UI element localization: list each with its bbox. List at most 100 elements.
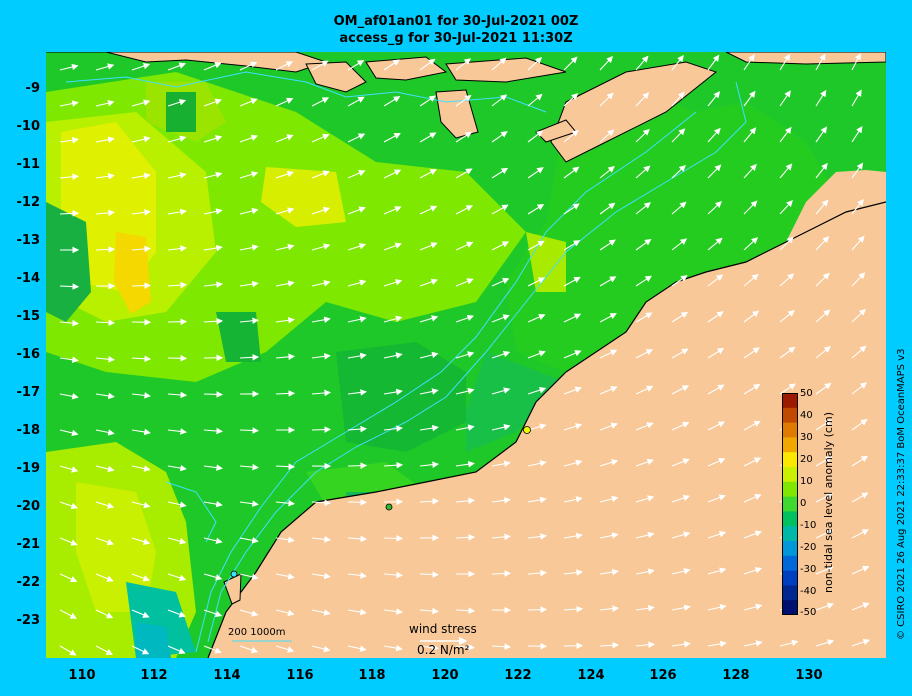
wind-arrow — [851, 492, 869, 503]
wind-arrow — [599, 641, 620, 649]
wind-arrow — [671, 494, 691, 503]
wind-arrow — [347, 60, 365, 71]
isobath-legend-label: 200 1000m — [228, 627, 286, 638]
wind-arrow — [707, 567, 727, 575]
colorbar-tick: -40 — [800, 586, 817, 597]
wind-arrow — [203, 609, 223, 618]
wind-arrow — [779, 236, 794, 251]
wind-arrow — [779, 639, 799, 647]
wind-arrow — [491, 57, 507, 71]
wind-arrow — [95, 392, 115, 400]
wind-arrow — [59, 429, 79, 437]
wind-arrow — [275, 207, 295, 215]
wind-arrow — [59, 609, 77, 619]
wind-arrow — [203, 135, 223, 143]
wind-arrow — [239, 427, 260, 434]
colorbar-segment — [782, 452, 798, 468]
wind-arrow — [491, 497, 511, 504]
wind-arrow — [635, 92, 650, 107]
wind-arrow — [239, 500, 259, 507]
wind-arrow — [203, 573, 223, 581]
colorbar-segment — [782, 541, 798, 557]
y-tick-label: -17 — [16, 385, 41, 400]
wind-arrow — [275, 536, 295, 544]
wind-arrow — [599, 349, 618, 359]
wind-arrow — [527, 350, 546, 359]
wind-arrow — [311, 97, 330, 107]
y-tick-label: -19 — [16, 461, 41, 476]
wind-arrow — [167, 281, 188, 289]
wind-arrow — [203, 62, 222, 71]
wind-arrow — [95, 63, 115, 71]
wind-arrow — [779, 90, 791, 107]
wind-arrow — [311, 133, 330, 143]
wind-arrow — [383, 169, 402, 179]
wind-arrow — [743, 530, 762, 539]
wind-arrow — [815, 236, 830, 251]
wind-arrow — [347, 352, 367, 360]
wind-arrow — [563, 423, 583, 431]
wind-arrow — [563, 350, 582, 359]
x-tick-label: 130 — [795, 668, 823, 683]
colorbar-tick: 30 — [800, 432, 813, 443]
wind-arrow — [131, 99, 151, 107]
wind-arrow — [59, 393, 79, 400]
wind-arrow — [455, 387, 475, 395]
wind-arrow — [131, 645, 150, 655]
wind-arrow — [347, 96, 365, 107]
wind-arrow — [563, 56, 578, 71]
wind-arrow — [635, 202, 651, 215]
wind-arrow — [599, 202, 616, 215]
wind-arrow — [59, 283, 80, 290]
wind-arrow — [815, 199, 829, 215]
wind-arrow — [131, 209, 151, 216]
wind-arrow — [167, 391, 188, 399]
wind-arrow — [563, 605, 584, 613]
wind-arrow — [419, 461, 439, 468]
wind-arrow — [239, 280, 259, 288]
wind-arrow — [311, 353, 331, 360]
wind-arrow — [851, 382, 868, 395]
wind-arrow — [59, 356, 79, 364]
wind-arrow — [635, 385, 654, 395]
wind-arrow — [131, 282, 152, 289]
wind-arrow — [815, 602, 835, 611]
wind-arrow — [815, 493, 833, 503]
wind-arrow — [455, 241, 474, 251]
wind-arrow — [383, 206, 402, 215]
wind-arrow — [311, 206, 331, 215]
wind-arrow — [563, 532, 583, 540]
wind-arrow — [527, 423, 547, 431]
wind-arrow — [815, 162, 828, 179]
wind-arrow — [419, 242, 438, 251]
wind-arrow — [95, 209, 115, 217]
wind-arrow — [563, 386, 582, 395]
x-tick-label: 114 — [213, 668, 241, 683]
wind-arrow — [311, 499, 332, 507]
colorbar-segment — [782, 437, 798, 453]
wind-arrow — [95, 645, 113, 655]
wind-arrow — [131, 537, 151, 545]
colorbar-tick: 50 — [800, 388, 813, 399]
wind-arrow — [635, 312, 653, 323]
wind-arrow — [599, 532, 619, 539]
wind-arrow — [815, 309, 831, 323]
wind-arrow — [59, 63, 79, 71]
wind-arrow — [743, 200, 758, 215]
wind-arrow — [203, 208, 223, 215]
wind-arrow — [167, 245, 187, 252]
wind-arrow — [131, 392, 151, 399]
wind-arrow — [815, 456, 833, 467]
wind-arrow — [419, 132, 437, 143]
wind-arrow — [419, 424, 439, 432]
wind-arrow — [347, 608, 367, 616]
wind-arrow — [383, 571, 403, 579]
wind-arrow — [599, 605, 619, 612]
wind-arrow — [671, 567, 691, 575]
wind-arrow — [815, 382, 832, 395]
wind-arrow — [275, 61, 293, 71]
wind-arrow — [167, 573, 187, 581]
isobaths — [65, 71, 747, 653]
wind-arrow — [707, 274, 724, 287]
x-tick-label: 128 — [722, 668, 750, 683]
